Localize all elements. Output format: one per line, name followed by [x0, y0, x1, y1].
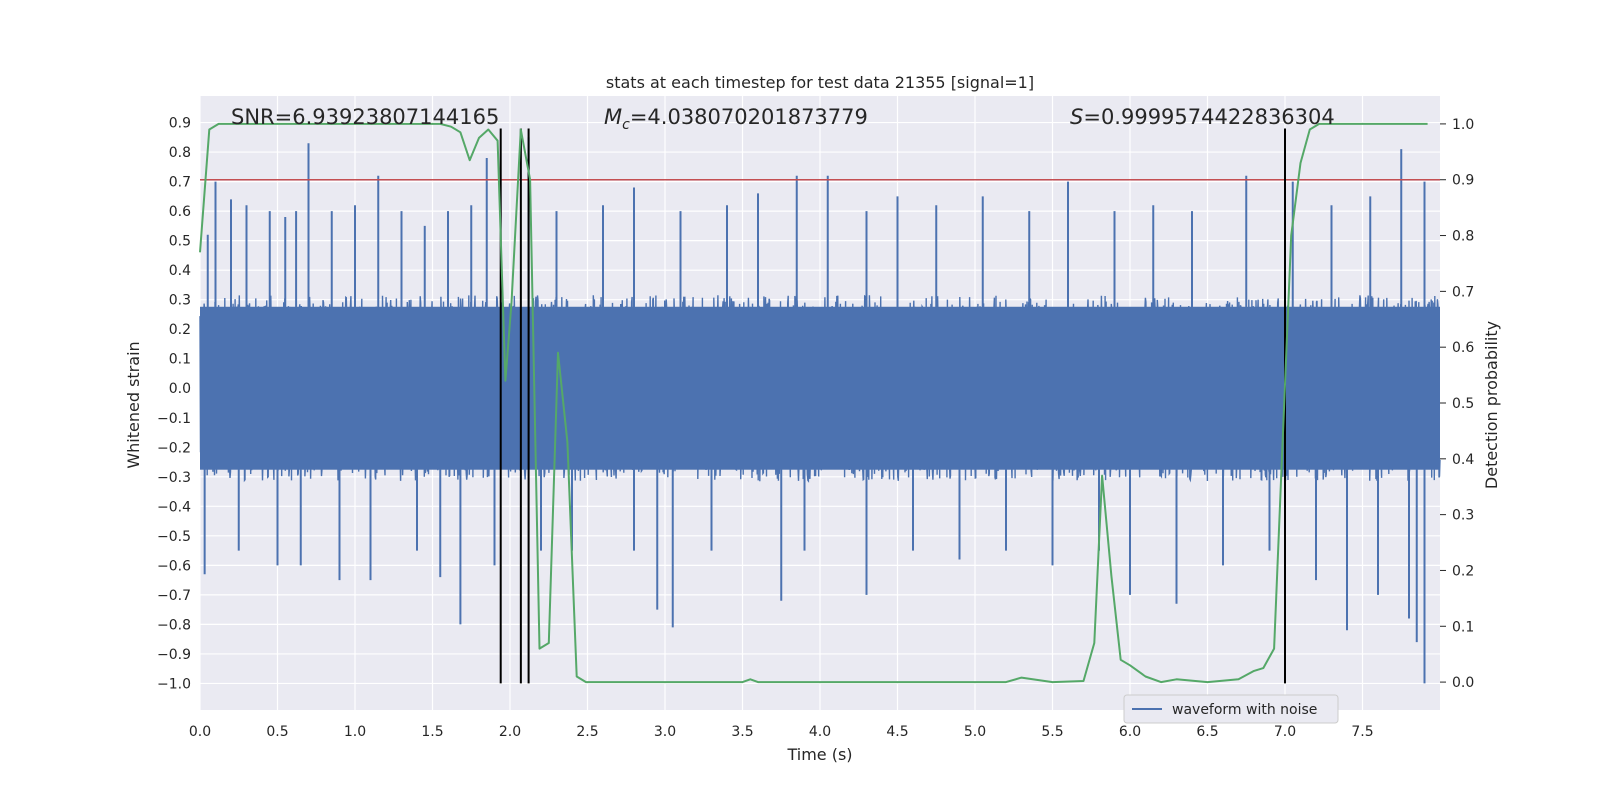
score-symbol: S	[1070, 105, 1083, 129]
chirp-mass-symbol: M	[604, 105, 622, 129]
x-tick-label-7: 3.5	[731, 724, 753, 740]
y2-tick-label-7: 0.3	[1452, 508, 1474, 524]
x-tick-label-2: 1.0	[344, 724, 366, 740]
y2-tick-label-3: 0.7	[1452, 284, 1474, 300]
x-tick-label-12: 6.0	[1119, 724, 1141, 740]
y-tick-label-14: −0.5	[157, 529, 191, 545]
y2-tick-labels: 1.0 0.9 0.8 0.7 0.6 0.5 0.4 0.3 0.2 0.1 0.0	[1440, 117, 1474, 691]
y-tick-label-2: 0.7	[169, 175, 191, 191]
y-tick-label-17: −0.8	[157, 617, 191, 633]
y-tick-label-12: −0.3	[157, 470, 191, 486]
x-tick-label-11: 5.5	[1041, 724, 1063, 740]
chirp-mass-annotation: Mc=4.038070201873779	[604, 105, 868, 133]
y-axis-label: Whitened strain	[124, 341, 143, 468]
x-axis-label: Time (s)	[786, 745, 852, 764]
y2-tick-label-4: 0.6	[1452, 340, 1474, 356]
x-tick-label-0: 0.0	[189, 724, 211, 740]
probability-series	[199, 122, 1428, 684]
y-tick-label-18: −0.9	[157, 647, 191, 663]
y2-tick-label-0: 1.0	[1452, 117, 1474, 133]
y-tick-label-13: −0.4	[157, 499, 191, 515]
y2-tick-label-1: 0.9	[1452, 173, 1474, 189]
y2-tick-label-2: 0.8	[1452, 229, 1474, 245]
y2-axis-label: Detection probability	[1482, 321, 1501, 489]
chart-title: stats at each timestep for test data 213…	[606, 73, 1034, 92]
x-tick-label-5: 2.5	[576, 724, 598, 740]
y-tick-label-10: −0.1	[157, 411, 191, 427]
legend-label: waveform with noise	[1172, 702, 1317, 718]
y-tick-label-16: −0.7	[157, 588, 191, 604]
x-tick-label-9: 4.5	[886, 724, 908, 740]
y-tick-label-3: 0.6	[169, 204, 191, 220]
y-tick-label-11: −0.2	[157, 440, 191, 456]
snr-annotation: SNR=6.93923807144165	[231, 105, 499, 129]
x-tick-label-1: 0.5	[266, 724, 288, 740]
score-annotation: S=0.9999574422836304	[1070, 105, 1335, 129]
y-tick-label-8: 0.1	[169, 352, 191, 368]
y-tick-label-4: 0.5	[169, 234, 191, 250]
x-tick-label-3: 1.5	[421, 724, 443, 740]
x-tick-label-15: 7.5	[1351, 724, 1373, 740]
waveform-series	[199, 137, 1441, 684]
y-tick-label-5: 0.4	[169, 263, 191, 279]
legend: waveform with noise	[1123, 694, 1339, 724]
y2-tick-label-8: 0.2	[1452, 563, 1474, 579]
score-value: =0.9999574422836304	[1083, 105, 1334, 129]
y-tick-label-6: 0.3	[169, 293, 191, 309]
legend-box	[1123, 694, 1339, 724]
x-tick-label-8: 4.0	[809, 724, 831, 740]
y2-tick-label-9: 0.1	[1452, 619, 1474, 635]
y-tick-label-7: 0.2	[169, 322, 191, 338]
waveform-band	[200, 306, 1440, 470]
y-tick-label-19: −1.0	[157, 676, 191, 692]
y2-tick-label-5: 0.5	[1452, 396, 1474, 412]
x-tick-label-6: 3.0	[654, 724, 676, 740]
y-tick-label-9: 0.0	[169, 381, 191, 397]
x-tick-label-13: 6.5	[1196, 724, 1218, 740]
x-tick-labels: 0.0 0.5 1.0 1.5 2.0 2.5 3.0 3.5 4.0 4.5 5.0 5.5 6.0 6…	[189, 724, 1374, 740]
x-tick-label-4: 2.0	[499, 724, 521, 740]
x-tick-label-14: 7.0	[1274, 724, 1296, 740]
y2-tick-label-10: 0.0	[1452, 675, 1474, 691]
y2-tick-label-6: 0.4	[1452, 452, 1474, 468]
y-tick-labels: 0.9 0.8 0.7 0.6 0.5 0.4 0.3 0.2 0.1 0.0 −0.1 −0.2 −0…	[157, 116, 191, 693]
y-tick-label-0: 0.9	[169, 116, 191, 132]
y-tick-label-15: −0.6	[157, 558, 191, 574]
chirp-mass-subscript: c	[622, 117, 630, 133]
x-tick-label-10: 5.0	[964, 724, 986, 740]
y-tick-label-1: 0.8	[169, 145, 191, 161]
chirp-mass-value: =4.038070201873779	[630, 105, 868, 129]
probability-line	[199, 122, 1428, 684]
